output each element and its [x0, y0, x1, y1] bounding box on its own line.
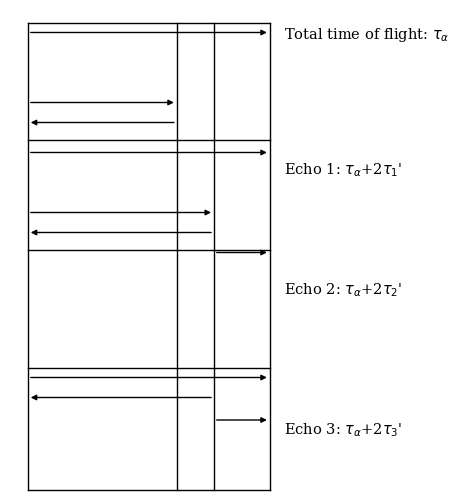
Text: Echo 1: $\tau_\alpha$+2$\tau_1$': Echo 1: $\tau_\alpha$+2$\tau_1$' [284, 161, 402, 179]
Text: Echo 3: $\tau_\alpha$+2$\tau_3$': Echo 3: $\tau_\alpha$+2$\tau_3$' [284, 421, 402, 439]
Text: Echo 2: $\tau_\alpha$+2$\tau_2$': Echo 2: $\tau_\alpha$+2$\tau_2$' [284, 281, 402, 299]
Text: Total time of flight: $\tau_\alpha$: Total time of flight: $\tau_\alpha$ [284, 26, 449, 44]
